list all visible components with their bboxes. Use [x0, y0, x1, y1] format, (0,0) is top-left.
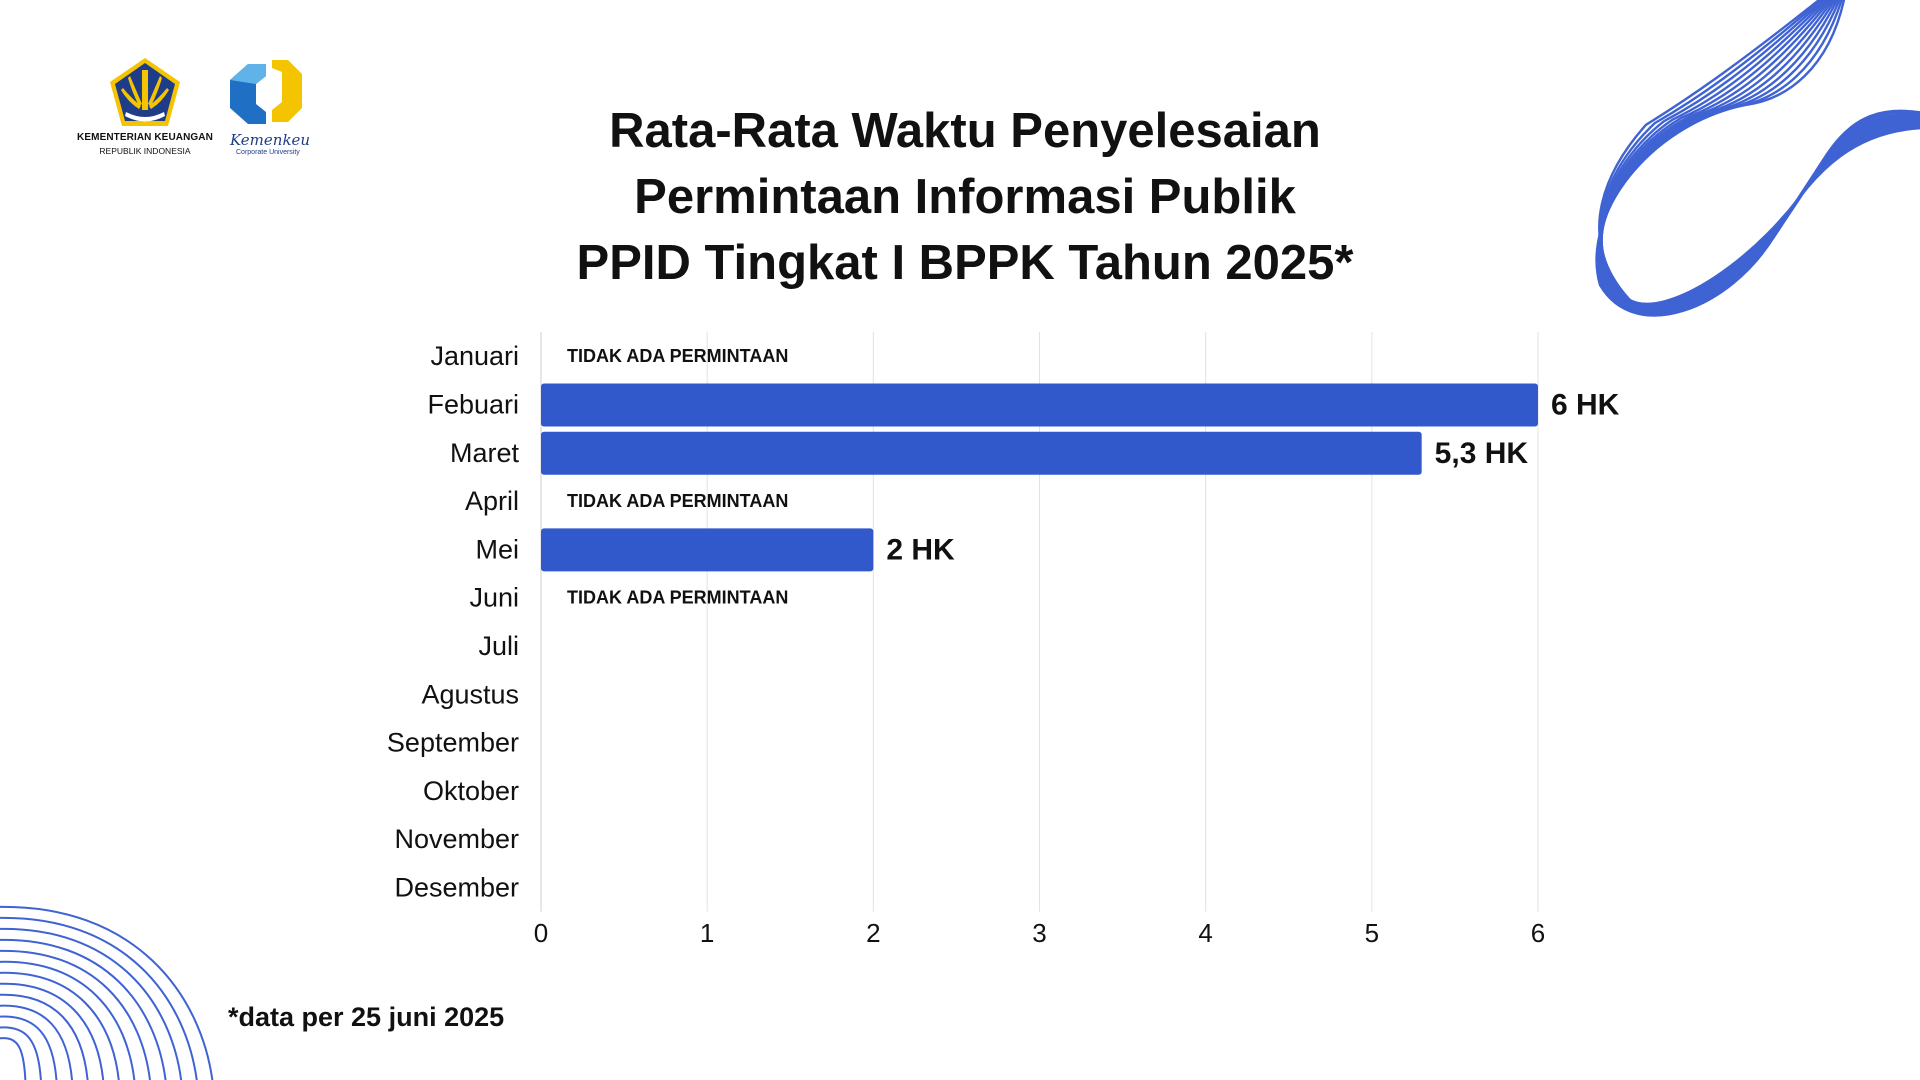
decorative-arc-line: [0, 993, 89, 1080]
bar-value-label: 5,3 HK: [1435, 437, 1529, 470]
x-tick-label: 1: [700, 918, 714, 948]
x-tick-label: 6: [1531, 918, 1545, 948]
no-request-label: TIDAK ADA PERMINTAAN: [567, 588, 788, 608]
y-category-label: November: [394, 824, 519, 854]
y-category-label: Desember: [394, 872, 519, 902]
y-category-label: Febuari: [427, 389, 519, 419]
logo-group: KEMENTERIAN KEUANGAN REPUBLIK INDONESIA …: [70, 56, 320, 166]
kemenkeu-corpu-logo: Kemenkeu Corporate University: [224, 56, 320, 166]
bar: [541, 528, 874, 572]
corpu-mark-icon: [230, 60, 302, 124]
decorative-arc-line: [0, 906, 214, 1080]
y-category-label: Oktober: [423, 776, 519, 806]
corpu-name: Kemenkeu: [230, 131, 311, 149]
y-category-label: Juli: [478, 631, 519, 661]
no-request-label: TIDAK ADA PERMINTAAN: [567, 491, 788, 511]
decorative-arc-line: [0, 971, 120, 1080]
y-category-label: September: [387, 728, 519, 758]
chart-title-line: Rata-Rata Waktu Penyelesaian: [609, 104, 1321, 158]
x-tick-label: 0: [534, 918, 548, 948]
chart-title: Rata-Rata Waktu Penyelesaian Permintaan …: [480, 98, 1450, 296]
decorative-arc-line: [0, 928, 183, 1080]
y-category-label: Maret: [450, 438, 520, 468]
decorative-arc-line: [0, 1004, 73, 1080]
y-category-label: Mei: [475, 534, 519, 564]
kemenkeu-name: KEMENTERIAN KEUANGAN: [77, 132, 213, 143]
decorative-arc-line: [0, 949, 151, 1080]
chart-title-line: Permintaan Informasi Publik: [634, 170, 1296, 224]
bar: [541, 383, 1538, 427]
x-tick-label: 2: [866, 918, 880, 948]
x-tick-label: 3: [1032, 918, 1046, 948]
decorative-wave-line: [1598, 0, 1920, 306]
corpu-subtitle: Corporate University: [236, 149, 300, 156]
bar-value-label: 2 HK: [886, 533, 955, 566]
y-category-label: Januari: [430, 341, 519, 371]
y-category-label: April: [465, 486, 519, 516]
y-category-label: Agustus: [421, 679, 519, 709]
kemenkeu-subtitle: REPUBLIK INDONESIA: [99, 146, 191, 156]
kemenkeu-emblem-icon: [110, 58, 180, 126]
decorative-arc-line: [0, 960, 136, 1080]
decorative-arc-line: [0, 939, 167, 1080]
no-request-label: TIDAK ADA PERMINTAAN: [567, 346, 788, 366]
kemenkeu-logo: KEMENTERIAN KEUANGAN REPUBLIK INDONESIA: [70, 56, 220, 166]
x-tick-label: 5: [1365, 918, 1379, 948]
decorative-arc-line: [0, 1026, 42, 1080]
decorative-wave-lines-top-right: [1595, 0, 1920, 317]
decorative-arc-line: [0, 982, 105, 1080]
decorative-arc-line: [0, 917, 198, 1080]
bar-value-label: 6 HK: [1551, 388, 1620, 421]
decorative-arc-line: [0, 1037, 27, 1080]
x-tick-label: 4: [1198, 918, 1212, 948]
chart-title-line: PPID Tingkat I BPPK Tahun 2025*: [576, 236, 1354, 290]
footnote: *data per 25 juni 2025: [228, 1002, 505, 1032]
bar: [541, 431, 1422, 475]
decorative-wave-lines-bottom-left: [0, 906, 214, 1080]
y-category-label: Juni: [469, 583, 519, 613]
decorative-arc-line: [0, 1015, 58, 1080]
